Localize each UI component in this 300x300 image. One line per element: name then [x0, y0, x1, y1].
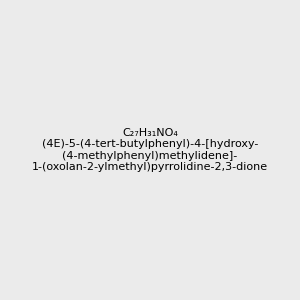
Text: C₂₇H₃₁NO₄
(4E)-5-(4-tert-butylphenyl)-4-[hydroxy-
(4-methylphenyl)methylidene]-
: C₂₇H₃₁NO₄ (4E)-5-(4-tert-butylphenyl)-4-…: [32, 128, 268, 172]
